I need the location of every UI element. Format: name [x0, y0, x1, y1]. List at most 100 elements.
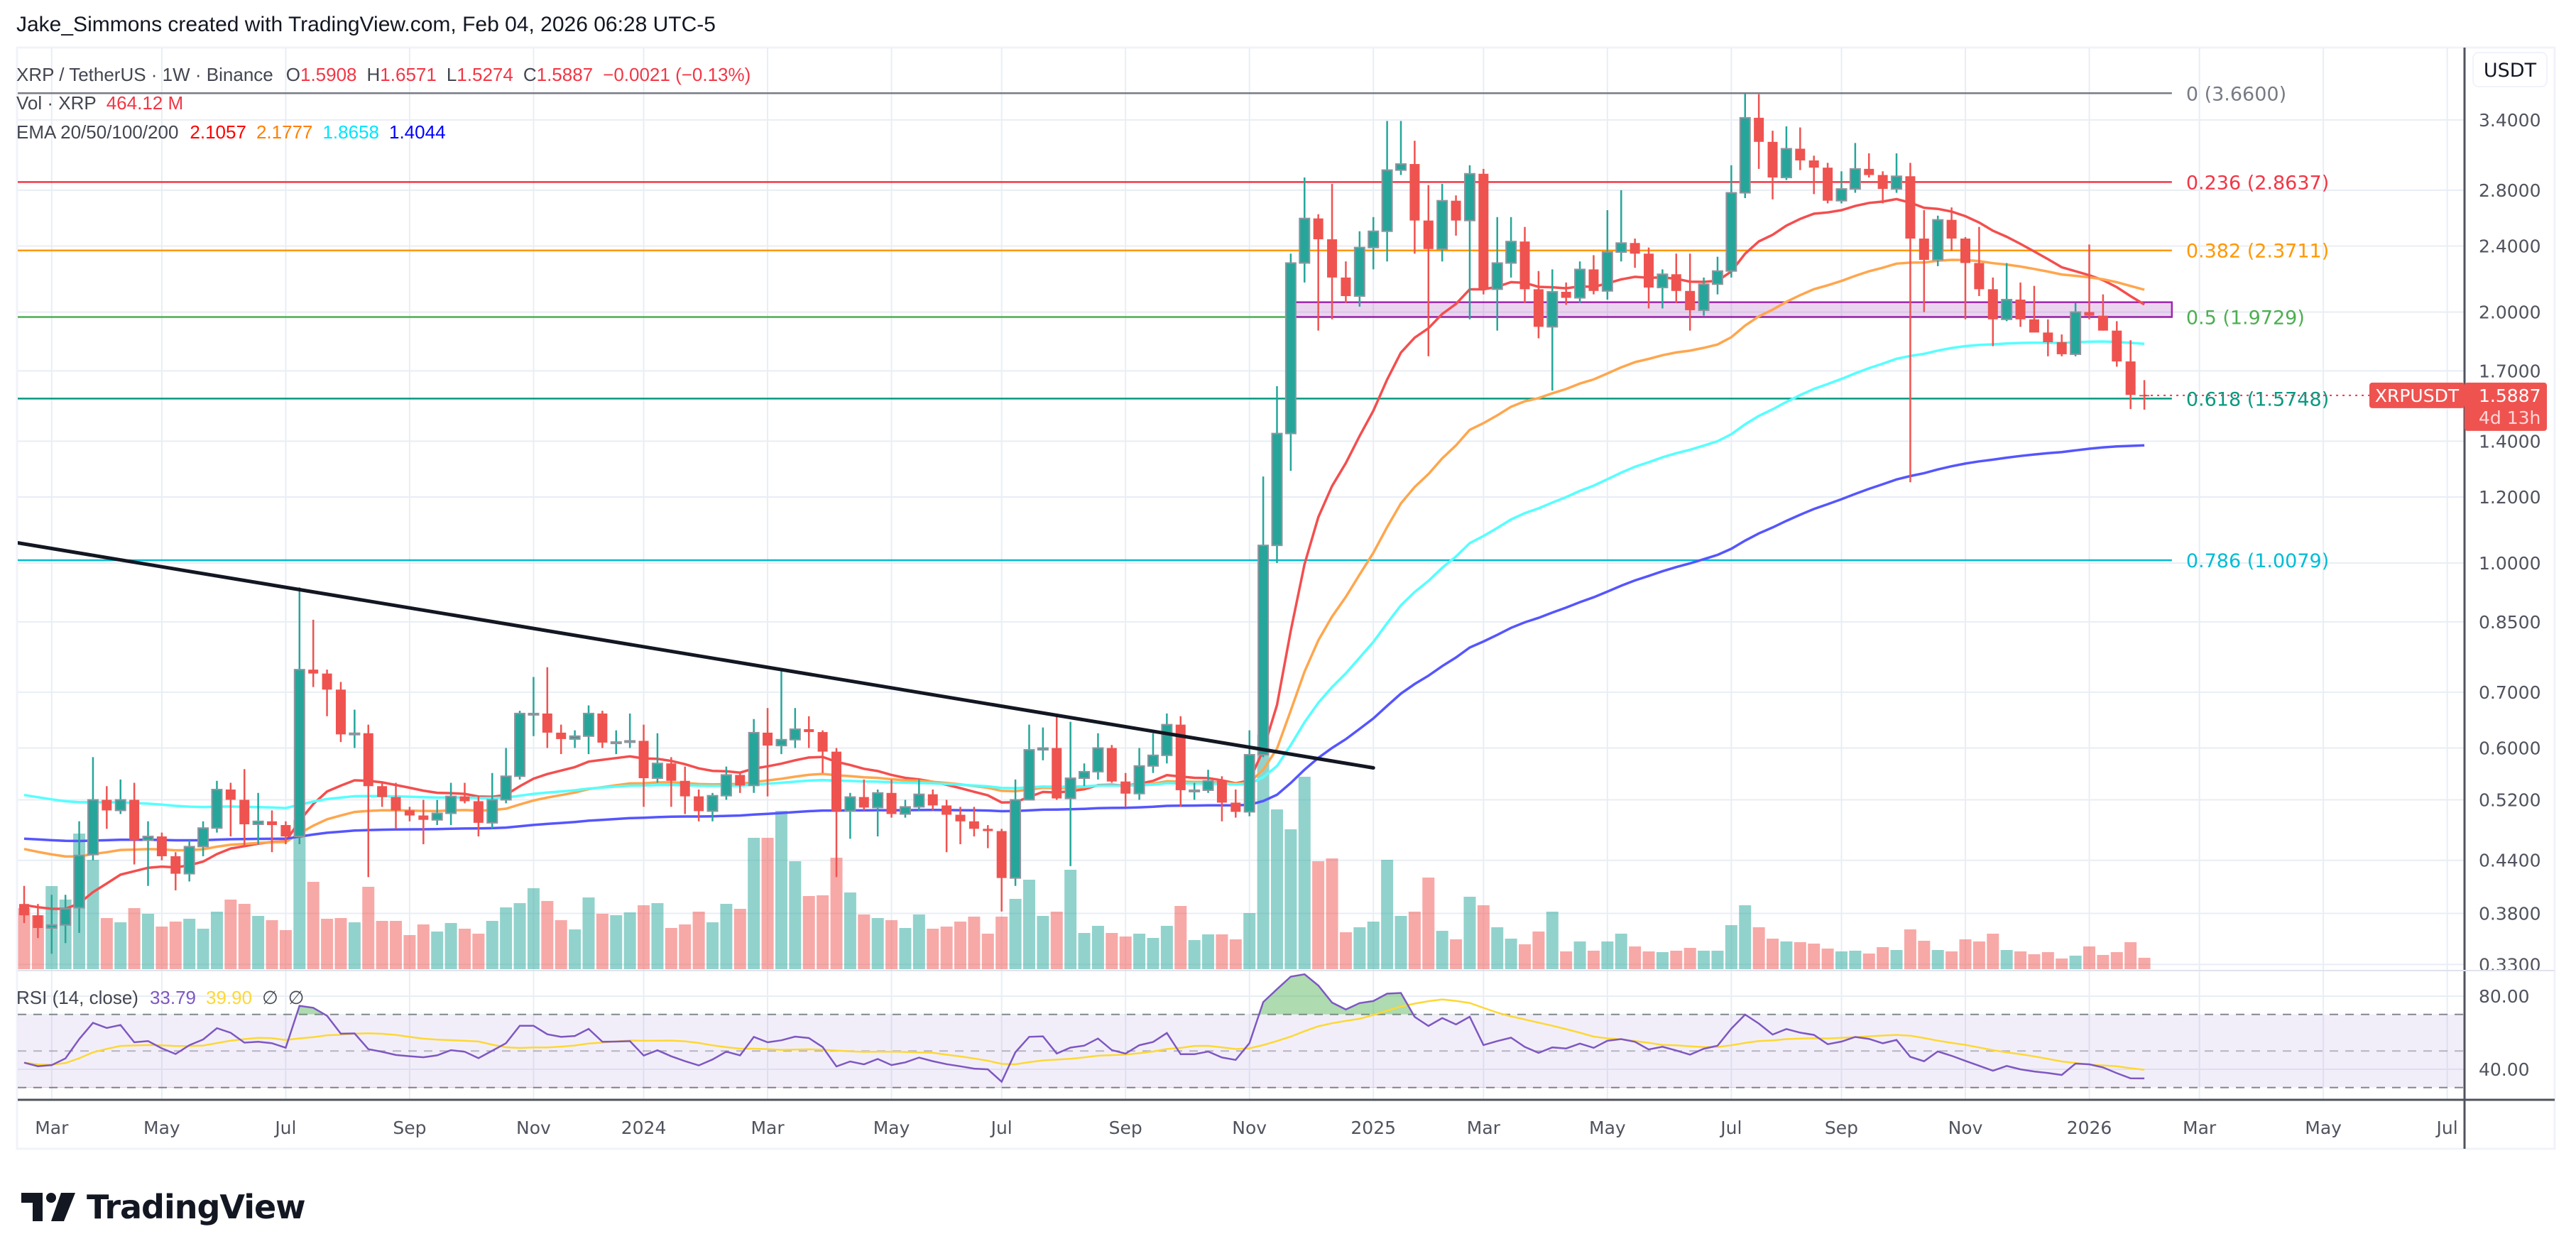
volume-bar — [1945, 951, 1958, 969]
volume-bar — [1463, 897, 1476, 969]
tradingview-logo[interactable]: TradingView — [21, 1188, 306, 1226]
candle — [1588, 255, 1599, 295]
candle — [19, 885, 29, 924]
candle — [1175, 716, 1186, 807]
volume-bar — [555, 920, 567, 969]
candle-body — [1835, 188, 1848, 202]
volume-bar — [733, 909, 746, 969]
candle-body — [1423, 220, 1434, 249]
ema-label[interactable]: EMA 20/50/100/200 — [16, 121, 179, 143]
volume-bar — [1532, 932, 1545, 969]
candle — [942, 799, 952, 853]
volume-bar — [954, 922, 967, 969]
volume-bar — [927, 929, 939, 969]
candle-body — [267, 821, 278, 826]
volume-bar — [899, 928, 912, 969]
volume-bar — [1642, 951, 1655, 969]
candle — [913, 779, 925, 811]
price-pane[interactable]: 0 (3.6600) 0.236 (2.8637) 0.382 (2.3711) 0.… — [16, 83, 2465, 969]
candle — [680, 766, 690, 814]
candle — [1161, 713, 1173, 764]
time-axis-label: May — [1589, 1118, 1626, 1138]
candle — [1671, 253, 1681, 303]
candle — [73, 821, 85, 934]
close-label: C — [523, 64, 537, 85]
volume-bar — [1519, 944, 1532, 969]
candle — [831, 748, 842, 878]
candle — [1644, 247, 1654, 309]
candle — [129, 782, 140, 865]
candle-body — [983, 829, 993, 831]
time-axis-label: Sep — [1109, 1118, 1142, 1138]
volume-bar — [307, 882, 320, 969]
last-price-axis-tag — [2465, 382, 2547, 431]
candle — [1409, 141, 1420, 254]
volume-bar — [789, 861, 802, 969]
time-axis-label: May — [873, 1118, 910, 1138]
candle — [666, 757, 677, 807]
volume-bar — [623, 912, 636, 969]
candle-body — [1864, 168, 1874, 175]
candle — [2015, 282, 2026, 327]
currency-button[interactable] — [2472, 52, 2548, 87]
candle-body — [624, 740, 636, 743]
rsi-legend: RSI (14, close) 33.79 39.90 ∅ ∅ — [16, 987, 314, 1009]
volume-bar — [390, 921, 403, 969]
volume-bar — [871, 918, 884, 969]
volume-bar — [1477, 905, 1490, 969]
candle-body — [1436, 200, 1448, 250]
rsi-pane[interactable] — [18, 973, 2465, 1088]
volume-bar — [582, 897, 595, 969]
candle — [239, 769, 250, 848]
time-axis-label: Sep — [393, 1118, 426, 1138]
candle-body — [804, 729, 814, 733]
volume-bar — [1022, 880, 1035, 969]
candle — [1327, 183, 1338, 320]
candle-body — [1630, 243, 1640, 254]
volume-label[interactable]: Vol · XRP — [16, 92, 97, 114]
volume-bar — [1257, 735, 1270, 969]
candle — [60, 895, 72, 944]
symbol-title[interactable]: XRP / TetherUS · 1W · Binance — [16, 64, 273, 85]
candle — [2084, 244, 2095, 320]
candle-body — [1175, 724, 1186, 790]
candle-body — [1711, 270, 1723, 285]
candle-body — [308, 670, 319, 674]
candle-body — [1974, 263, 1985, 290]
candle-body — [1685, 290, 1696, 310]
time-axis-label: Jul — [1719, 1118, 1742, 1138]
candle-body — [1106, 748, 1117, 782]
volume-bar — [541, 901, 554, 969]
candle-body — [763, 732, 773, 746]
chart-frame — [16, 46, 2556, 1150]
fib-level-label: 0.5 (1.9729) — [2186, 307, 2305, 329]
candle — [1368, 217, 1380, 270]
candle-body — [1546, 290, 1559, 328]
candle-body — [60, 907, 72, 926]
volume-bar — [87, 860, 99, 969]
volume-bar — [513, 903, 526, 969]
candle-body — [1519, 241, 1530, 290]
candle — [582, 705, 594, 755]
candle-body — [1615, 242, 1627, 253]
candle-body — [2029, 319, 2039, 333]
price-axis-label: 2.0000 — [2479, 302, 2540, 322]
candle — [1808, 155, 1819, 195]
volume-bar — [692, 912, 705, 969]
volume-bar — [1312, 861, 1325, 969]
rsi-label[interactable]: RSI (14, close) — [16, 987, 138, 1008]
candle-body — [528, 712, 540, 716]
chart-attribution: Jake_Simmons created with TradingView.co… — [16, 13, 716, 36]
candle — [2125, 340, 2136, 410]
candle-body — [280, 825, 291, 837]
rsi-oversold-fill — [24, 1087, 2145, 1088]
volume-bar — [1326, 858, 1338, 969]
candle-body — [1671, 274, 1681, 291]
ema50-value: 2.1777 — [256, 121, 313, 143]
time-axis-label: Nov — [1232, 1118, 1267, 1138]
ema-legend: EMA 20/50/100/200 2.1057 2.1777 1.8658 1… — [16, 121, 456, 143]
volume-bar — [1119, 936, 1132, 969]
volume-bar — [1160, 926, 1173, 969]
